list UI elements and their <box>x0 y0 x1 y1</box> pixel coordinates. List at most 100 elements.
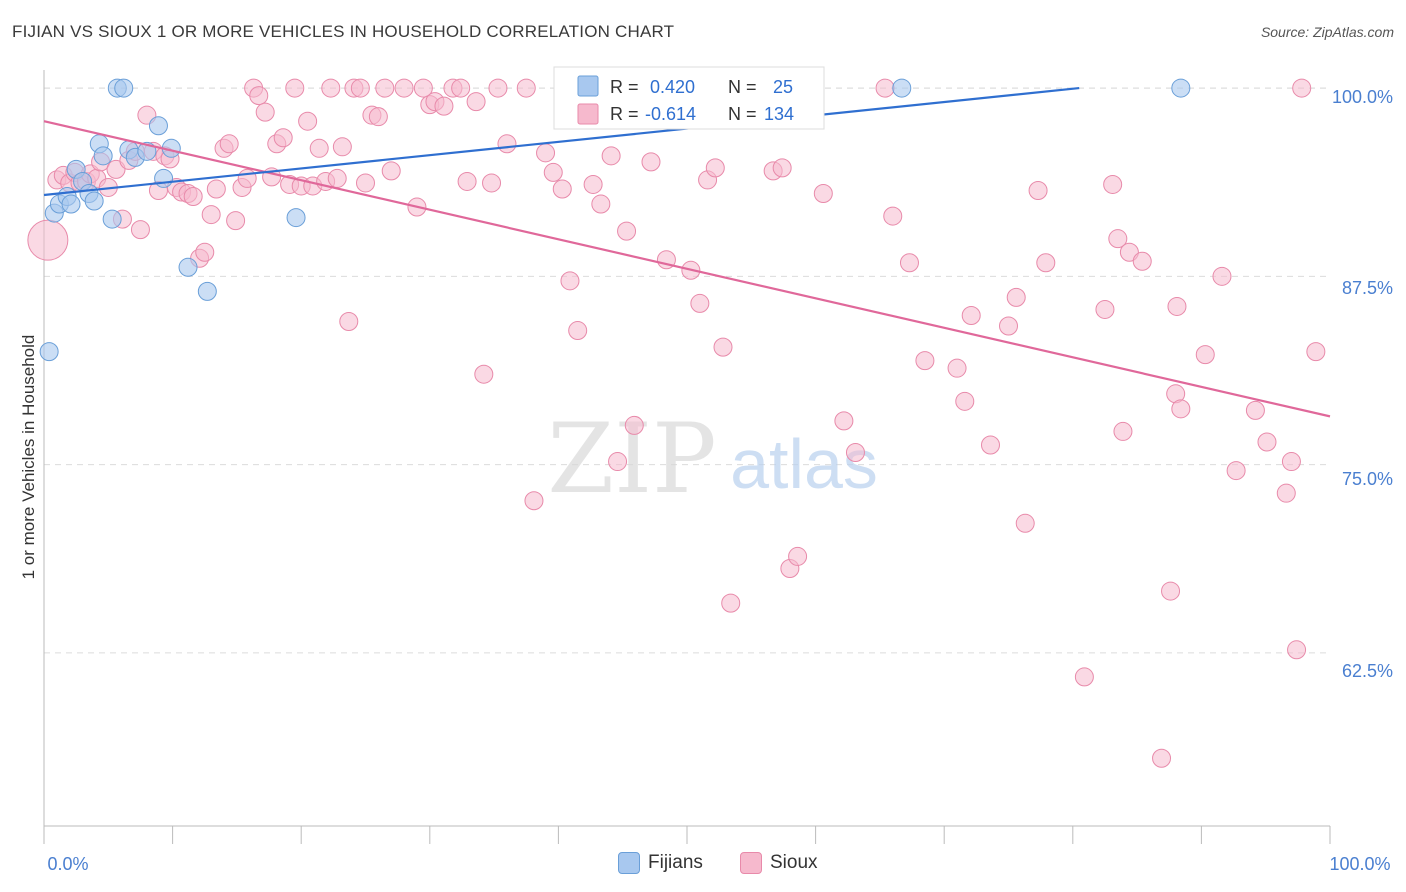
fijians-point <box>93 146 113 166</box>
axis-layer <box>43 70 1331 844</box>
sioux-point <box>381 161 401 181</box>
sioux-point <box>249 86 269 106</box>
sioux-point <box>1226 461 1246 481</box>
sioux-point <box>350 78 370 98</box>
fijians-point <box>148 116 168 136</box>
legend-n-value: 25 <box>773 77 793 97</box>
bottom-legend: Fijians Sioux <box>0 850 1406 880</box>
sioux-point <box>1167 296 1187 316</box>
sioux-point <box>1306 342 1326 362</box>
source-label: Source: ZipAtlas.com <box>1260 24 1394 40</box>
sioux-point <box>106 159 126 179</box>
fijians-point <box>178 257 198 277</box>
sioux-point <box>321 78 341 98</box>
sioux-point <box>1006 287 1026 307</box>
sioux-point <box>356 173 375 193</box>
fijians-point <box>61 194 81 214</box>
sioux-point <box>1113 421 1133 441</box>
sioux-point <box>601 146 621 166</box>
sioux-trend-line <box>43 120 1331 418</box>
sioux-point <box>899 253 919 273</box>
sioux-point <box>183 187 203 207</box>
legend-n-value: 134 <box>764 104 794 124</box>
sioux-point <box>1028 180 1048 200</box>
sioux-point <box>624 415 644 435</box>
sioux-point <box>568 321 588 341</box>
sioux-point <box>1195 345 1215 365</box>
sioux-point <box>1103 174 1123 194</box>
sioux-point <box>980 435 1000 455</box>
fijians-point <box>39 342 59 362</box>
sioux-point <box>298 111 318 131</box>
watermark-atlas: atlas <box>730 425 878 503</box>
legend-r-label: R = <box>610 104 639 124</box>
sioux-point <box>482 173 502 193</box>
sioux-point <box>955 391 975 411</box>
sioux-point <box>1132 251 1152 271</box>
fijians-point <box>1171 78 1191 98</box>
fijians-point <box>84 191 104 211</box>
sioux-point <box>368 107 388 127</box>
legend-box: R = 0.420 N = 25 R = -0.614 N = 134 <box>553 66 825 130</box>
sioux-point <box>1292 78 1312 98</box>
fijians-point <box>286 208 306 228</box>
sioux-point <box>237 168 257 188</box>
sioux-point <box>474 364 494 384</box>
sioux-point <box>130 220 150 240</box>
fijians-point <box>114 78 134 98</box>
fijians-swatch <box>618 852 640 874</box>
legend-item-fijians: Fijians <box>618 852 703 874</box>
y-tick-label: 75.0% <box>1342 469 1393 489</box>
sioux-point <box>309 138 329 158</box>
x-tick-label-max: 100.0% <box>1329 854 1390 874</box>
sioux-point <box>195 242 215 262</box>
sioux-point <box>434 96 454 116</box>
sioux-point <box>285 78 305 98</box>
fijians-point <box>154 168 174 188</box>
sioux-point <box>552 179 572 199</box>
sioux-point <box>1119 242 1139 262</box>
sioux-point <box>883 206 903 226</box>
sioux-point <box>524 491 544 511</box>
sioux-point <box>488 78 508 98</box>
sioux-point <box>1276 483 1296 503</box>
grid-layer <box>44 87 1330 654</box>
sioux-point <box>641 152 661 172</box>
y-tick-labels: 62.5% 75.0% 87.5% 100.0% <box>1332 87 1393 681</box>
y-tick-label: 87.5% <box>1342 278 1393 298</box>
sioux-point <box>1281 452 1301 472</box>
y-axis-label: 1 or more Vehicles in Household <box>19 335 38 580</box>
sioux-point <box>201 205 221 225</box>
sioux-point <box>583 174 603 194</box>
sioux-point <box>516 78 536 98</box>
legend-label-sioux: Sioux <box>770 852 818 873</box>
legend-r-label: R = <box>610 77 639 97</box>
sioux-point <box>27 219 69 261</box>
sioux-point <box>497 134 517 154</box>
fijians-point <box>102 209 122 229</box>
sioux-point <box>772 158 792 178</box>
x-tick-label-min: 0.0% <box>47 854 88 874</box>
sioux-point <box>690 293 710 313</box>
sioux-point <box>813 183 833 203</box>
sioux-point <box>1245 400 1265 420</box>
fijians-point <box>892 78 912 98</box>
sioux-point <box>466 92 486 112</box>
sioux-point <box>721 593 741 613</box>
sioux-point <box>536 143 556 163</box>
sioux-point <box>788 546 808 566</box>
legend-r-value: -0.614 <box>645 104 696 124</box>
sioux-point <box>413 78 433 98</box>
sioux-point <box>845 443 865 463</box>
sioux-point <box>543 162 563 182</box>
sioux-point <box>705 158 725 178</box>
sioux-point <box>1015 513 1035 533</box>
sioux-point <box>591 194 611 214</box>
sioux-point <box>1074 667 1094 687</box>
sioux-point <box>226 211 246 231</box>
sioux-point <box>875 78 895 98</box>
sioux-point <box>947 358 967 378</box>
legend-swatch-fijians <box>577 75 599 97</box>
sioux-point <box>339 311 359 331</box>
